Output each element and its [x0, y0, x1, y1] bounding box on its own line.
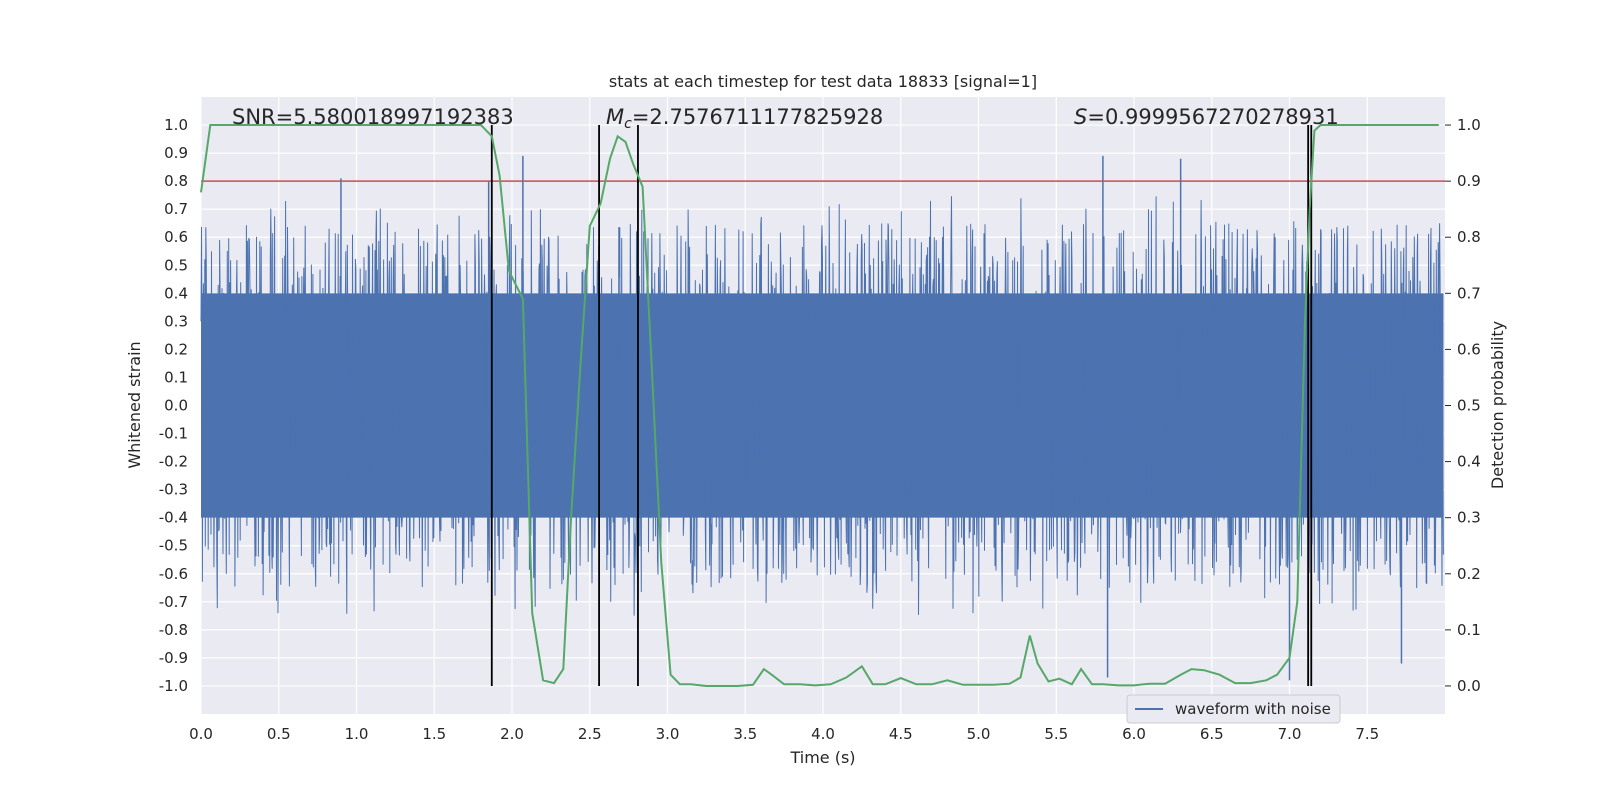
y-right-tick-label: 0.5: [1457, 397, 1481, 415]
y-right-tick-label: 0.0: [1457, 677, 1481, 695]
y-right-tick-label: 0.8: [1457, 228, 1481, 246]
y-right-tick-label: 0.4: [1457, 453, 1481, 471]
snr-annotation: SNR=5.580018997192383: [232, 105, 514, 129]
x-tick-label: 1.5: [422, 725, 446, 743]
y-right-tick-label: 0.3: [1457, 509, 1481, 527]
x-tick-label: 4.5: [889, 725, 913, 743]
plot-content: [200, 124, 1445, 687]
x-tick-label: 0.0: [189, 725, 213, 743]
waveform-line: [200, 196, 1444, 616]
y-left-tick-label: 1.0: [164, 116, 188, 134]
score-symbol: S: [1074, 105, 1087, 129]
y-right-tick-label: 0.9: [1457, 172, 1481, 190]
y-left-tick-label: 0.7: [164, 200, 188, 218]
y-left-tick-label: -0.6: [159, 565, 188, 583]
x-tick-label: 5.5: [1044, 725, 1068, 743]
y-left-tick-label: -0.5: [159, 537, 188, 555]
y-left-tick-label: -1.0: [159, 677, 188, 695]
legend-box: [1126, 694, 1341, 724]
y-right-tick-label: 0.2: [1457, 565, 1481, 583]
y-left-tick-label: -0.4: [159, 509, 188, 527]
legend-label-waveform: waveform with noise: [1175, 700, 1331, 718]
y-left-tick-label: 0.1: [164, 368, 188, 386]
x-tick-label: 3.5: [733, 725, 757, 743]
y-axis-right-label: Detection probability: [1488, 321, 1507, 489]
y-left-tick-label: 0.4: [164, 284, 188, 302]
x-axis-ticks: 0.0 0.5 1.0 1.5 2.0 2.5 3.0 3.5 4.0 4.5 5.0 5.5 6.0 6…: [189, 725, 1379, 743]
x-tick-label: 5.0: [967, 725, 991, 743]
y-left-tick-label: 0.3: [164, 312, 188, 330]
y-right-tick-label: 0.6: [1457, 340, 1481, 358]
detection-probability-line: [200, 124, 1439, 687]
y-left-tick-label: 0.6: [164, 228, 188, 246]
x-tick-label: 6.0: [1122, 725, 1146, 743]
x-axis-label: Time (s): [789, 748, 855, 767]
x-tick-label: 7.5: [1355, 725, 1379, 743]
score-value: =0.9999567270278931: [1087, 105, 1338, 129]
y-left-tick-label: 0.9: [164, 144, 188, 162]
y-left-tick-label: -0.3: [159, 481, 188, 499]
y-left-tick-label: -0.7: [159, 593, 188, 611]
legend: waveform with noise: [1126, 694, 1341, 724]
y-left-tick-label: -0.8: [159, 621, 188, 639]
y-right-tick-label: 0.1: [1457, 621, 1481, 639]
x-tick-label: 6.5: [1200, 725, 1224, 743]
chirp-mass-value: =2.7576711177825928: [632, 105, 883, 129]
y-right-tick-label: 1.0: [1457, 116, 1481, 134]
y-left-tick-label: 0.0: [164, 397, 188, 415]
chirp-mass-annotation: Mc=2.7576711177825928: [606, 105, 883, 132]
x-tick-label: 1.0: [345, 725, 369, 743]
chirp-mass-subscript: c: [624, 116, 632, 132]
y-left-tick-label: -0.9: [159, 649, 188, 667]
y-right-tick-label: 0.7: [1457, 284, 1481, 302]
x-tick-label: 2.5: [578, 725, 602, 743]
score-annotation: S=0.9999567270278931: [1074, 105, 1339, 129]
chart-title: stats at each timestep for test data 188…: [609, 72, 1037, 91]
x-tick-label: 3.0: [656, 725, 680, 743]
chirp-mass-symbol: M: [606, 105, 624, 129]
y-left-tick-label: 0.2: [164, 340, 188, 358]
y-axis-left-label: Whitened strain: [125, 341, 144, 468]
x-tick-label: 2.0: [500, 725, 524, 743]
y-left-tick-label: 0.5: [164, 256, 188, 274]
y-axis-right-ticks: 1.0 0.9 0.8 0.7 0.6 0.5 0.4 0.3 0.2 0.1 0.0: [1445, 116, 1481, 695]
y-left-tick-label: -0.1: [159, 425, 188, 443]
x-tick-label: 0.5: [267, 725, 291, 743]
x-tick-label: 7.0: [1278, 725, 1302, 743]
y-left-tick-label: 0.8: [164, 172, 188, 190]
y-axis-left-ticks: 1.0 0.9 0.8 0.7 0.6 0.5 0.4 0.3 0.2 0.1 0.0 -0.1 -0.…: [159, 116, 188, 695]
y-left-tick-label: -0.2: [159, 453, 188, 471]
x-tick-label: 4.0: [811, 725, 835, 743]
